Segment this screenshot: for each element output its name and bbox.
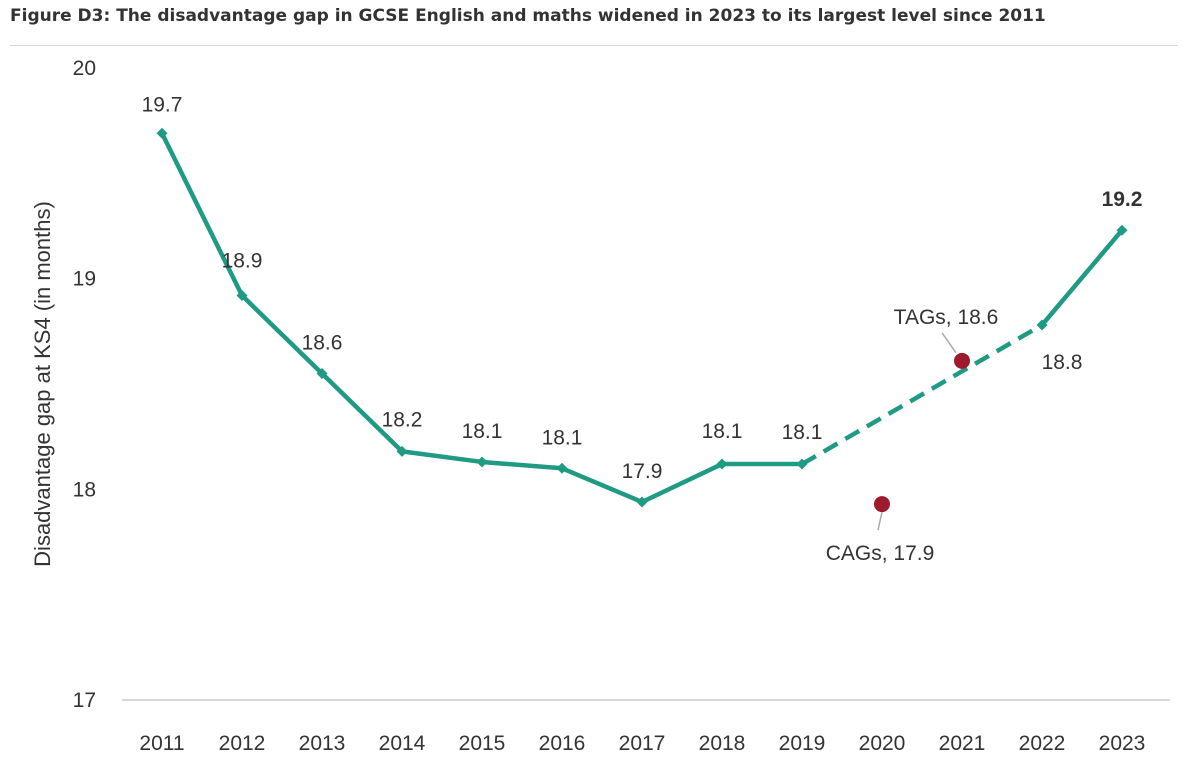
x-axis-ticks: 2011 2012 2013 2014 2015 2016 2017 2018 2019 2020… [139,732,1145,755]
data-label: 18.2 [382,408,423,431]
y-tick-label: 18 [73,478,96,501]
annotation-leader-line [877,511,883,531]
data-label: 18.1 [782,421,823,444]
x-tick-label: 2013 [299,732,346,755]
x-tick-label: 2020 [859,732,906,755]
y-tick-label: 17 [73,689,96,712]
data-point [236,290,248,302]
x-tick-label: 2017 [619,732,666,755]
data-label: 18.1 [702,420,743,443]
x-tick-label: 2014 [379,732,426,755]
x-tick-label: 2012 [219,732,266,755]
annotation-label-cags: CAGs, 17.9 [826,542,935,565]
data-point [796,458,808,470]
data-point [396,445,408,457]
data-label: 19.7 [142,93,183,116]
y-tick-label: 20 [73,57,96,80]
data-label: 18.9 [222,250,263,273]
annotation-label-tags: TAGs, 18.6 [894,306,999,329]
y-axis-ticks: 17 18 19 20 [73,57,96,712]
x-tick-label: 2019 [779,732,826,755]
x-tick-label: 2018 [699,732,746,755]
data-point [156,127,168,139]
data-labels: 19.7 18.9 18.6 18.2 18.1 18.1 17.9 18.1 18.1 18.8… [142,93,1143,483]
x-tick-label: 2015 [459,732,506,755]
x-tick-label: 2022 [1019,732,1066,755]
annotations: CAGs, 17.9 TAGs, 18.6 [826,306,999,565]
series-line-dashed [800,323,1044,467]
data-label: 17.9 [622,460,663,483]
title-divider [10,45,1178,46]
data-label: 18.6 [302,331,343,354]
data-point [1116,224,1128,236]
series-line-solid-2023 [1040,228,1124,327]
chart-title: Figure D3: The disadvantage gap in GCSE … [10,6,1046,26]
data-label: 18.8 [1042,351,1083,374]
data-point [476,456,488,468]
data-label: 19.2 [1102,188,1143,211]
x-tick-label: 2016 [539,732,586,755]
annotation-dot-cags [874,496,890,513]
data-points [156,127,1128,508]
y-axis-label: Disadvantage gap at KS4 (in months) [30,201,55,567]
x-tick-label: 2011 [139,732,184,755]
x-tick-label: 2021 [939,732,986,755]
x-tick-label: 2023 [1099,732,1146,755]
data-point [1036,319,1048,331]
data-point [716,458,728,470]
annotation-dot-tags [954,352,970,369]
data-point [636,496,648,508]
data-label: 18.1 [542,426,583,449]
data-point [316,367,328,379]
series-line-solid [159,132,802,505]
data-point [556,462,568,474]
data-label: 18.1 [462,420,503,443]
annotation-leader-line [941,332,957,354]
y-tick-label: 19 [73,268,96,291]
